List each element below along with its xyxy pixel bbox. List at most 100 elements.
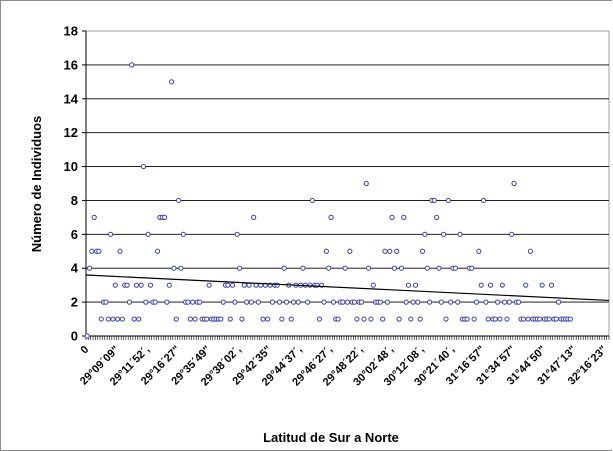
x-tick-label: 0 — [78, 344, 91, 357]
data-point — [391, 265, 398, 271]
data-point — [537, 316, 543, 322]
data-point — [361, 316, 367, 322]
data-point — [525, 316, 531, 322]
data-point — [480, 197, 487, 204]
y-tick-label: 6 — [71, 227, 78, 242]
data-point — [426, 299, 433, 305]
data-point — [567, 316, 573, 322]
data-point — [485, 316, 491, 322]
data-point — [502, 299, 508, 305]
y-tick-label: 12 — [64, 125, 78, 140]
data-point — [511, 180, 517, 187]
data-point — [497, 316, 503, 322]
data-point — [419, 248, 426, 254]
y-axis: 0 2 4 6 8 10 12 14 16 18 — [64, 24, 87, 344]
data-point — [380, 316, 386, 322]
data-point — [476, 248, 482, 254]
data-point — [89, 248, 95, 254]
data-point — [495, 299, 501, 305]
data-point — [281, 265, 287, 271]
data-point — [206, 282, 212, 288]
data-point — [396, 316, 402, 322]
data-point — [431, 197, 437, 204]
data-point — [412, 282, 419, 288]
data-point — [131, 316, 137, 322]
data-point — [340, 299, 346, 305]
data-point — [166, 282, 172, 288]
data-point — [300, 265, 306, 271]
data-point — [422, 231, 428, 237]
y-tick-label: 0 — [71, 329, 78, 344]
data-point — [234, 231, 240, 237]
data-point — [91, 214, 97, 220]
data-point — [326, 265, 332, 271]
data-point — [248, 299, 254, 305]
data-point — [108, 231, 114, 237]
data-point — [232, 299, 238, 305]
data-point — [164, 299, 170, 305]
data-point — [410, 299, 416, 305]
data-point — [305, 299, 311, 305]
data-point — [204, 316, 210, 322]
data-point — [241, 282, 247, 288]
y-tick-label: 8 — [71, 193, 78, 208]
data-point — [152, 299, 158, 305]
data-point — [126, 299, 132, 305]
data-point — [457, 231, 463, 237]
data-point — [405, 282, 412, 288]
y-tick-label: 14 — [64, 91, 79, 106]
data-point — [368, 316, 374, 322]
data-point — [178, 265, 184, 271]
data-point — [328, 214, 334, 220]
data-point — [499, 282, 505, 288]
data-point — [229, 282, 236, 288]
data-point — [105, 316, 111, 322]
y-axis-title: Número de Individuos — [29, 116, 44, 253]
data-point — [218, 316, 224, 322]
data-point — [469, 265, 475, 271]
data-point — [487, 282, 494, 288]
data-point — [316, 316, 322, 322]
data-point — [96, 248, 102, 254]
data-point — [124, 282, 130, 288]
y-tick-label: 10 — [64, 159, 78, 174]
data-point — [434, 214, 440, 220]
data-point — [483, 299, 489, 305]
data-point — [84, 333, 90, 339]
y-tick-label: 4 — [71, 261, 79, 276]
data-point — [387, 248, 393, 254]
data-point — [180, 231, 186, 237]
data-point — [169, 79, 175, 85]
data-point — [323, 248, 329, 254]
data-point — [370, 282, 376, 288]
data-point — [154, 248, 161, 254]
data-point — [265, 316, 271, 322]
data-point — [415, 299, 421, 305]
data-point — [445, 197, 451, 204]
data-point — [147, 282, 154, 288]
data-point — [251, 214, 257, 220]
plot-area — [85, 30, 610, 337]
data-point — [546, 316, 552, 322]
x-axis-title: Latitud de Sur a Norte — [263, 430, 399, 445]
data-point — [173, 316, 179, 322]
data-point — [555, 299, 562, 305]
data-point — [288, 316, 294, 322]
data-point — [295, 299, 301, 305]
data-point — [438, 299, 444, 305]
data-point — [133, 282, 140, 288]
data-point — [98, 316, 104, 322]
data-point — [227, 316, 233, 322]
data-point — [237, 265, 243, 271]
data-point — [185, 299, 191, 305]
y-tick-label: 18 — [64, 24, 78, 39]
data-point — [394, 248, 400, 254]
data-point — [509, 231, 515, 237]
data-point — [290, 299, 297, 305]
data-point — [344, 299, 351, 305]
data-point — [171, 265, 177, 271]
data-point — [138, 282, 144, 288]
data-point — [279, 316, 285, 322]
